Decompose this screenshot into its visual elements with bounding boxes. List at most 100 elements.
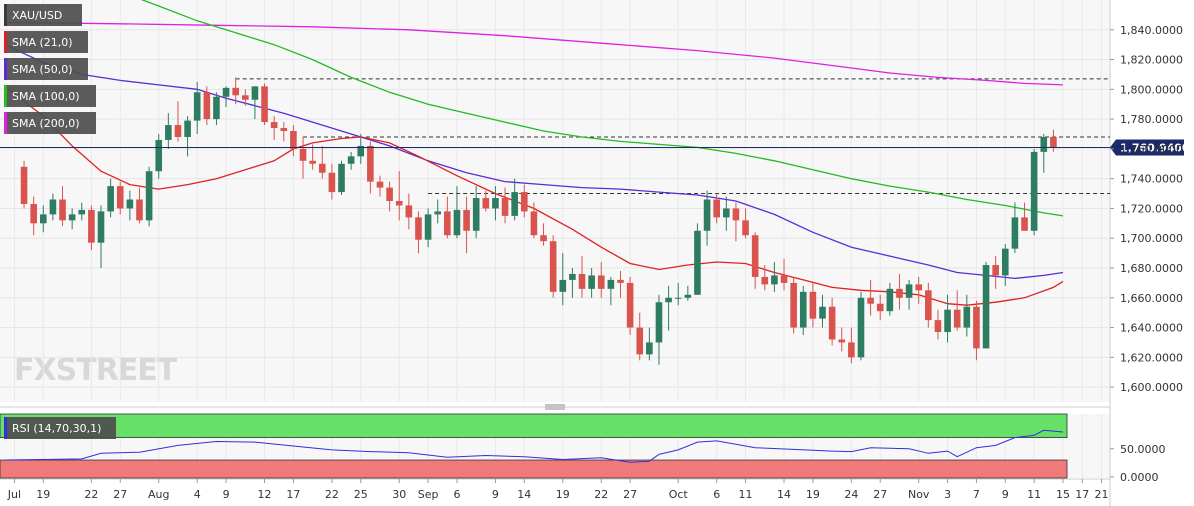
candle-body <box>434 211 442 215</box>
legend-color-swatch <box>4 58 7 80</box>
candle-body <box>636 327 644 355</box>
candle-body <box>905 284 913 298</box>
price-tick-label: 1,640.0000 <box>1120 322 1183 335</box>
candle <box>597 262 605 298</box>
candle-body <box>876 303 884 312</box>
candle <box>222 86 230 108</box>
candle-body <box>242 95 249 100</box>
candle <box>799 285 807 335</box>
candle-body <box>155 139 163 172</box>
legend-item-bg <box>4 85 96 107</box>
candle-body <box>203 92 211 120</box>
candle <box>771 262 778 292</box>
candle-body <box>1040 136 1048 152</box>
candle-body <box>992 265 999 276</box>
candle <box>482 190 490 212</box>
candle-body <box>819 306 826 319</box>
candle <box>434 199 442 224</box>
x-tick-label: 22 <box>594 488 608 501</box>
candle-body <box>982 265 990 349</box>
candle <box>39 205 47 233</box>
candle <box>713 193 720 224</box>
candle <box>184 116 191 157</box>
candle <box>261 83 268 126</box>
candle <box>915 276 923 304</box>
candle <box>617 270 624 298</box>
candle-body <box>799 291 807 328</box>
candle <box>549 235 557 298</box>
legend-label: SMA (100,0) <box>12 90 80 103</box>
candle-body <box>30 203 37 224</box>
legend-color-swatch <box>4 85 7 107</box>
x-tick-label: 12 <box>258 488 272 501</box>
candle-body <box>578 273 586 289</box>
candle <box>828 297 836 346</box>
candle-body <box>674 297 682 299</box>
candle <box>290 125 297 157</box>
legend-label: SMA (200,0) <box>12 117 80 130</box>
candle <box>703 190 711 246</box>
sma21-line <box>4 85 1064 306</box>
candle <box>607 276 615 306</box>
x-tick-label: 21 <box>1094 488 1108 501</box>
candle-body <box>39 214 47 224</box>
candle-body <box>136 199 143 221</box>
x-tick-label: Nov <box>908 488 930 501</box>
candle <box>857 291 865 361</box>
candle <box>790 276 797 334</box>
candle-body <box>973 306 980 349</box>
candle-body <box>780 275 788 283</box>
candle <box>78 202 86 221</box>
candle-body <box>88 209 95 243</box>
candle-body <box>444 211 451 236</box>
sma100-line <box>140 0 1064 217</box>
candle <box>1021 202 1028 231</box>
last-price-tag <box>1110 139 1184 156</box>
candle-body <box>309 160 316 164</box>
candle-body <box>49 199 57 215</box>
candle-body <box>78 209 86 215</box>
candle-body <box>1011 217 1019 249</box>
candle-body <box>482 198 490 209</box>
rsi-tick-label: 50.0000 <box>1120 443 1166 456</box>
x-tick-label: 24 <box>844 488 858 501</box>
candle-body <box>280 128 288 132</box>
candle <box>578 256 586 298</box>
candle <box>530 202 538 239</box>
x-tick-label: 9 <box>492 488 499 501</box>
candle <box>809 282 817 328</box>
candle <box>1001 244 1009 286</box>
candle <box>338 160 345 196</box>
x-tick-label: 11 <box>1027 488 1041 501</box>
candle-body <box>405 205 413 218</box>
candle <box>444 196 451 239</box>
candle <box>636 312 644 361</box>
candle <box>318 145 326 179</box>
candle <box>886 282 894 316</box>
candle-body <box>290 131 297 149</box>
candle-body <box>559 279 567 292</box>
candle <box>299 136 307 179</box>
candle-body <box>761 276 769 285</box>
candle <box>732 202 740 242</box>
candle-body <box>597 275 605 289</box>
candle-body <box>213 96 220 120</box>
candle <box>415 211 422 254</box>
candle-body <box>107 186 114 212</box>
candle <box>925 282 932 328</box>
price-tick-label: 1,780.0000 <box>1120 113 1183 126</box>
candle <box>136 187 143 224</box>
candle-body <box>809 291 817 319</box>
candle <box>203 86 211 126</box>
candle-body <box>742 220 749 236</box>
x-tick-label: 22 <box>325 488 339 501</box>
rsi-legend-bg <box>4 417 116 439</box>
candle-body <box>318 163 326 173</box>
candle-body <box>184 120 191 137</box>
candle <box>395 171 403 221</box>
candle <box>626 276 634 335</box>
candle <box>646 327 653 361</box>
x-tick-label: 19 <box>36 488 50 501</box>
